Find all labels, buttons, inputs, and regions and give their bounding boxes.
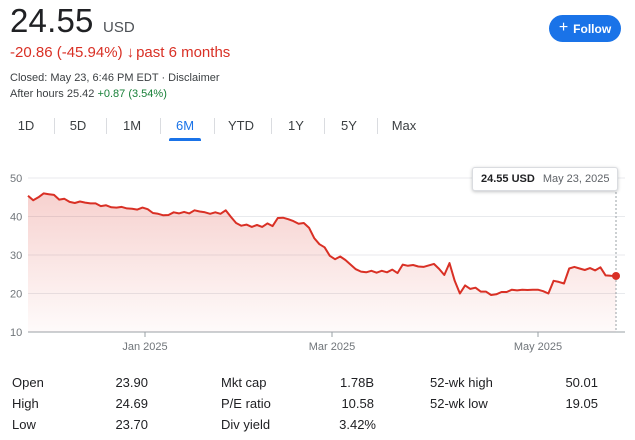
tab-1m[interactable]: 1M	[115, 110, 149, 140]
tab-1y[interactable]: 1Y	[280, 110, 312, 140]
follow-button[interactable]: + Follow	[549, 15, 621, 42]
tab-divider	[160, 118, 161, 134]
active-tab-indicator	[169, 138, 201, 141]
tab-5y[interactable]: 5Y	[333, 110, 365, 140]
price-change: -20.86 (-45.94%) ↓ past 6 months	[10, 44, 230, 61]
tab-label: 1Y	[288, 117, 304, 133]
change-value: -20.86 (-45.94%)	[10, 44, 123, 61]
stat-label: Div yield	[221, 416, 271, 432]
tab-label: 5D	[69, 117, 87, 133]
after-hours-change: +0.87 (3.54%)	[97, 88, 167, 100]
stat-52wk-high: 52-wk high 50.01	[430, 372, 598, 392]
tab-label: 1D	[17, 117, 35, 133]
stat-low: Low 23.70	[12, 414, 148, 434]
stat-label: Open	[12, 374, 44, 390]
tab-divider	[271, 118, 272, 134]
tooltip-date: May 23, 2025	[542, 173, 610, 185]
stat-open: Open 23.90	[12, 372, 148, 392]
x-tick-label: May 2025	[514, 341, 562, 353]
y-tick-label: 50	[10, 173, 22, 185]
currency-label: USD	[103, 19, 135, 36]
separator-dot: ·	[161, 72, 166, 84]
x-tick-label: Jan 2025	[122, 341, 167, 353]
stat-value: 10.58	[341, 395, 374, 411]
closed-info: Closed: May 23, 6:46 PM EDT · Disclaimer	[10, 72, 220, 84]
tab-ytd[interactable]: YTD	[222, 110, 260, 140]
x-axis-labels: Jan 2025 Mar 2025 May 2025	[122, 332, 562, 353]
stat-mkt-cap: Mkt cap 1.78B	[221, 372, 374, 392]
stat-52wk-low: 52-wk low 19.05	[430, 393, 598, 413]
stat-value: 23.90	[115, 374, 148, 390]
tab-label: 5Y	[341, 117, 357, 133]
stat-label: Low	[12, 416, 36, 432]
stat-label: 52-wk low	[430, 395, 488, 411]
disclaimer-link[interactable]: Disclaimer	[168, 72, 220, 84]
stat-value: 23.70	[115, 416, 148, 432]
tab-label: Max	[391, 117, 417, 133]
closed-time: Closed: May 23, 6:46 PM EDT	[10, 72, 159, 84]
stat-label: 52-wk high	[430, 374, 493, 390]
stat-label: P/E ratio	[221, 395, 271, 411]
tab-max[interactable]: Max	[386, 110, 422, 140]
range-tabs: 1D 5D 1M 6M YTD 1Y 5Y Max	[0, 110, 430, 142]
price-chart[interactable]: 50 40 30 20 10 Jan 2025 Mar 2025 May 2025	[0, 160, 635, 360]
current-price-dot	[612, 271, 620, 280]
stat-value: 24.69	[115, 395, 148, 411]
stats-table: Open 23.90 High 24.69 Low 23.70 Mkt cap 1.78…	[0, 372, 635, 438]
stat-pe-ratio: P/E ratio 10.58	[221, 393, 374, 413]
tab-label: 6M	[175, 117, 195, 133]
y-tick-label: 30	[10, 250, 22, 262]
plus-icon: +	[558, 19, 569, 36]
follow-label: Follow	[573, 21, 612, 36]
tab-divider	[106, 118, 107, 134]
tab-divider	[324, 118, 325, 134]
tab-label: YTD	[228, 117, 254, 133]
stat-value: 50.01	[565, 374, 598, 390]
tab-5d[interactable]: 5D	[62, 110, 94, 140]
tab-1d[interactable]: 1D	[10, 110, 42, 140]
y-tick-label: 20	[10, 289, 22, 301]
after-hours-info: After hours 25.42 +0.87 (3.54%)	[10, 88, 167, 100]
arrow-down-icon: ↓	[126, 44, 135, 61]
stat-value: 1.78B	[340, 374, 374, 390]
stat-div-yield: Div yield 3.42%	[221, 414, 376, 434]
tab-6m[interactable]: 6M	[169, 110, 201, 141]
stat-label: Mkt cap	[221, 374, 267, 390]
tab-label: 1M	[122, 117, 142, 133]
y-tick-label: 10	[10, 327, 22, 339]
stat-value: 19.05	[565, 395, 598, 411]
stat-high: High 24.69	[12, 393, 148, 413]
x-tick-label: Mar 2025	[309, 341, 355, 353]
tab-divider	[214, 118, 215, 134]
price-line	[27, 192, 617, 296]
chart-tooltip: 24.55 USD May 23, 2025	[472, 167, 618, 191]
stat-label: High	[12, 395, 39, 411]
tab-divider	[54, 118, 55, 134]
price-area-fill	[28, 193, 616, 332]
stat-value: 3.42%	[339, 416, 376, 432]
after-hours-label: After hours 25.42	[10, 88, 95, 100]
tooltip-value: 24.55 USD	[481, 173, 535, 185]
stock-price: 24.55	[10, 2, 94, 39]
y-tick-label: 40	[10, 212, 22, 224]
y-axis-labels: 50 40 30 20 10	[10, 173, 22, 339]
change-period: past 6 months	[136, 44, 231, 61]
tab-divider	[377, 118, 378, 134]
